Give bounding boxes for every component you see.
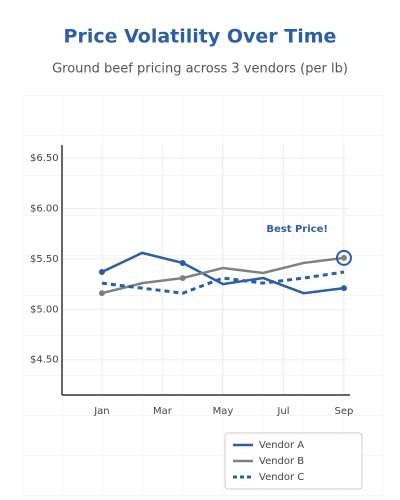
x-tick-label: Sep — [335, 406, 354, 417]
y-tick-label: $6.50 — [30, 153, 59, 164]
x-tick-label: May — [213, 406, 234, 417]
x-tick-label: Mar — [153, 406, 173, 417]
x-tick-label: Jul — [276, 406, 289, 417]
chart-subtitle: Ground beef pricing across 3 vendors (pe… — [52, 62, 348, 77]
legend-label: Vendor B — [259, 456, 304, 467]
y-tick-label: $6.00 — [30, 204, 59, 215]
series-line — [101, 270, 345, 295]
series-line — [101, 256, 345, 295]
point-marker — [179, 259, 186, 266]
point-marker — [98, 269, 105, 276]
y-tick-label: $5.00 — [30, 304, 59, 315]
legend-label: Vendor A — [259, 440, 304, 451]
y-tick-label: $4.50 — [30, 355, 59, 366]
point-marker — [179, 275, 186, 282]
series-line — [101, 251, 345, 295]
x-tick-label: Jan — [93, 406, 109, 417]
highlight-ring — [335, 249, 352, 266]
point-marker — [98, 290, 105, 297]
legend-box — [224, 432, 363, 490]
y-tick-label: $5.50 — [30, 254, 59, 265]
annotation: Best Price! — [266, 224, 328, 235]
legend-label: Vendor C — [259, 472, 304, 483]
point-marker — [340, 254, 347, 261]
point-marker — [340, 285, 347, 292]
chart-title: Price Volatility Over Time — [64, 26, 337, 48]
